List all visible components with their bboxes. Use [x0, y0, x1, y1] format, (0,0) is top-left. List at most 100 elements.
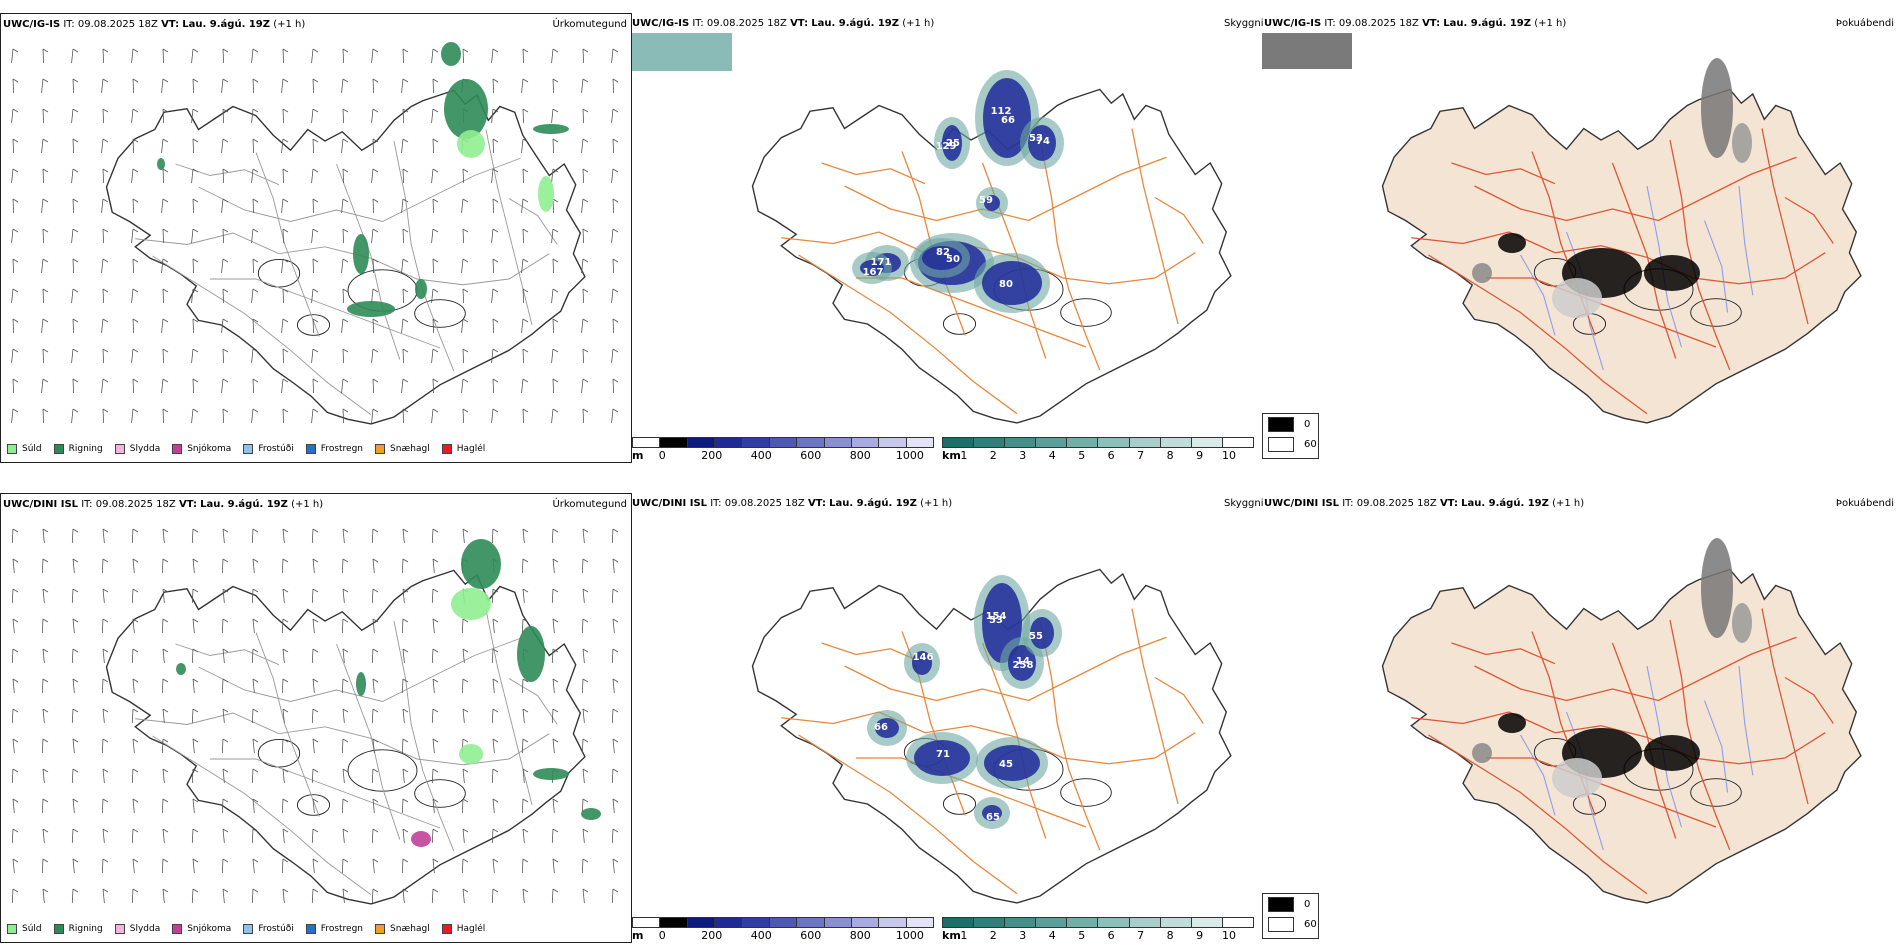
wind-barb [522, 48, 529, 53]
wind-barb [522, 408, 525, 424]
road-line [798, 734, 1018, 895]
wind-barb [72, 378, 79, 383]
wind-barb [612, 558, 619, 563]
wind-barb [492, 588, 499, 593]
wind-barb [132, 558, 139, 563]
panel-header: UWC/IG-IS IT: 09.08.2025 18Z VT: Lau. 9.… [1264, 18, 1567, 29]
wind-barb [402, 528, 409, 533]
wind-barb [551, 528, 554, 544]
wind-barb [491, 768, 494, 784]
wind-barb [612, 708, 619, 713]
wind-barb [71, 108, 74, 124]
wind-barb [431, 228, 434, 244]
wind-barb [192, 888, 199, 893]
wind-barb [42, 348, 49, 353]
wind-barb [222, 198, 229, 203]
wind-barb [221, 558, 224, 574]
wind-barb [491, 648, 494, 664]
wind-barb [11, 828, 14, 844]
wind-barb [461, 858, 464, 874]
wind-barb [491, 48, 494, 64]
wind-barb [342, 108, 345, 124]
wind-barb [402, 168, 409, 173]
road-line [508, 678, 558, 725]
wind-barb [221, 78, 224, 94]
wind-barb [431, 708, 434, 724]
wind-barb [42, 288, 49, 293]
wind-barb [612, 618, 619, 623]
wind-barb [312, 558, 315, 574]
wind-barb [492, 798, 495, 814]
cloudbase-value-label: 80 [999, 279, 1013, 290]
wind-barb [582, 798, 589, 803]
wind-barb [12, 618, 19, 623]
wind-barb [522, 708, 525, 724]
wind-barb [12, 78, 19, 83]
wind-barb [281, 198, 284, 214]
wind-barb [41, 318, 44, 334]
wind-barb [342, 48, 349, 53]
wind-barb [162, 348, 169, 353]
road-line [255, 152, 320, 337]
wind-barb [12, 258, 19, 263]
wind-barb [222, 408, 225, 424]
wind-barb [71, 288, 74, 304]
wind-barb [101, 378, 104, 394]
wind-barb [42, 528, 49, 533]
wind-barb [162, 228, 169, 233]
wind-barb [192, 768, 199, 773]
wind-barb [282, 648, 289, 653]
wind-barb [102, 798, 109, 803]
wind-barb [371, 828, 374, 844]
panel-header: UWC/DINI ISL IT: 09.08.2025 18Z VT: Lau.… [3, 499, 324, 510]
precip-area [415, 279, 427, 299]
wind-barb [372, 618, 375, 634]
colorbar-cell [769, 438, 798, 447]
wind-barb [342, 258, 349, 263]
wind-barb [252, 258, 255, 274]
fog-legend-item: 60 [1263, 914, 1318, 934]
wind-barb [582, 708, 585, 724]
wind-barb [102, 828, 109, 833]
wind-barb [282, 108, 289, 113]
wind-barb [582, 348, 589, 353]
wind-barb [432, 588, 439, 593]
fog-legend-label: 60 [1304, 438, 1317, 450]
panel-title-right: Þokuábendi [1835, 498, 1894, 509]
road-line [198, 157, 521, 222]
wind-barb [402, 288, 409, 293]
wind-barb [371, 768, 374, 784]
legend-label: Haglél [456, 444, 486, 454]
wind-barb [522, 378, 529, 383]
wind-barb [521, 618, 524, 634]
wind-barb [522, 828, 525, 844]
wind-barb [612, 138, 615, 154]
wind-barb [162, 48, 169, 53]
colorbar-cell [943, 438, 975, 447]
wind-barb [191, 768, 194, 784]
wind-barb [492, 348, 499, 353]
wind-barb [341, 258, 344, 274]
wind-barb [372, 558, 375, 574]
wind-barb [461, 378, 464, 394]
wind-barb [282, 48, 285, 64]
cloudbase-value-label: 258 [1013, 660, 1034, 671]
legend-label: Frostregn [320, 444, 364, 454]
colorbar-tick: 4 [1048, 449, 1056, 462]
wind-barb [432, 798, 439, 803]
wind-barb [552, 678, 559, 683]
wind-barb [612, 168, 619, 173]
wind-barb [132, 858, 135, 874]
road-line [152, 255, 372, 416]
wind-barb [342, 888, 349, 893]
wind-barb [402, 378, 409, 383]
cloudbase-value-label: 53 [1029, 133, 1043, 144]
wind-barb [342, 288, 349, 293]
wind-barb [192, 228, 199, 233]
wind-barb [192, 288, 199, 293]
wind-barb [132, 798, 135, 814]
fog-legend-label: 60 [1304, 918, 1317, 930]
road-line [1761, 128, 1809, 325]
wind-barb [612, 138, 619, 143]
fog-legend-swatch [1268, 896, 1294, 912]
